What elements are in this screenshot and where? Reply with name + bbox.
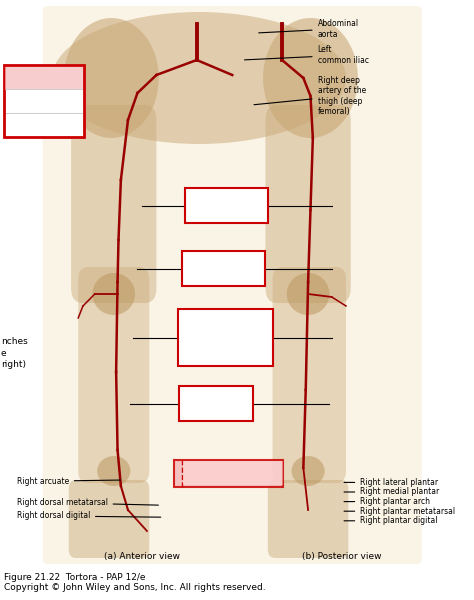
Text: Right plantar arch: Right plantar arch xyxy=(344,497,430,506)
Text: Right plantar digital: Right plantar digital xyxy=(344,516,438,526)
Text: Right deep
artery of the
thigh (deep
femoral): Right deep artery of the thigh (deep fem… xyxy=(254,76,366,116)
Bar xyxy=(174,460,283,487)
Text: Right arcuate: Right arcuate xyxy=(17,476,120,486)
Text: Left
common iliac: Left common iliac xyxy=(245,46,369,65)
Ellipse shape xyxy=(263,18,358,138)
Text: (a) Anterior view: (a) Anterior view xyxy=(104,552,180,562)
Text: Abdominal
aorta: Abdominal aorta xyxy=(259,19,359,38)
Bar xyxy=(185,188,268,223)
FancyBboxPatch shape xyxy=(268,480,348,558)
FancyBboxPatch shape xyxy=(273,267,346,483)
Bar xyxy=(4,65,84,137)
Text: nches: nches xyxy=(1,337,27,346)
Bar xyxy=(179,386,253,421)
Bar xyxy=(182,251,265,286)
Ellipse shape xyxy=(92,273,135,315)
Bar xyxy=(178,309,273,366)
Text: Right medial plantar: Right medial plantar xyxy=(344,487,439,497)
FancyBboxPatch shape xyxy=(265,105,351,303)
Bar xyxy=(183,461,283,485)
Text: Right dorsal metatarsal: Right dorsal metatarsal xyxy=(17,498,158,507)
Ellipse shape xyxy=(64,18,159,138)
Ellipse shape xyxy=(287,273,329,315)
Text: right): right) xyxy=(1,359,26,368)
Ellipse shape xyxy=(52,12,346,144)
Text: Right plantar metatarsal: Right plantar metatarsal xyxy=(344,506,456,515)
Text: Right lateral plantar: Right lateral plantar xyxy=(344,478,438,487)
Ellipse shape xyxy=(97,456,130,486)
Text: e: e xyxy=(1,349,7,359)
FancyBboxPatch shape xyxy=(43,6,422,564)
FancyBboxPatch shape xyxy=(78,267,149,483)
Bar xyxy=(5,67,83,90)
FancyBboxPatch shape xyxy=(69,480,149,558)
Ellipse shape xyxy=(292,456,325,486)
Text: Figure 21.22  Tortora - PAP 12/e: Figure 21.22 Tortora - PAP 12/e xyxy=(4,572,146,582)
Text: Right dorsal digital: Right dorsal digital xyxy=(17,511,161,520)
FancyBboxPatch shape xyxy=(71,105,156,303)
Text: Copyright © John Wiley and Sons, Inc. All rights reserved.: Copyright © John Wiley and Sons, Inc. Al… xyxy=(4,583,265,593)
Text: (b) Posterior view: (b) Posterior view xyxy=(301,552,381,562)
